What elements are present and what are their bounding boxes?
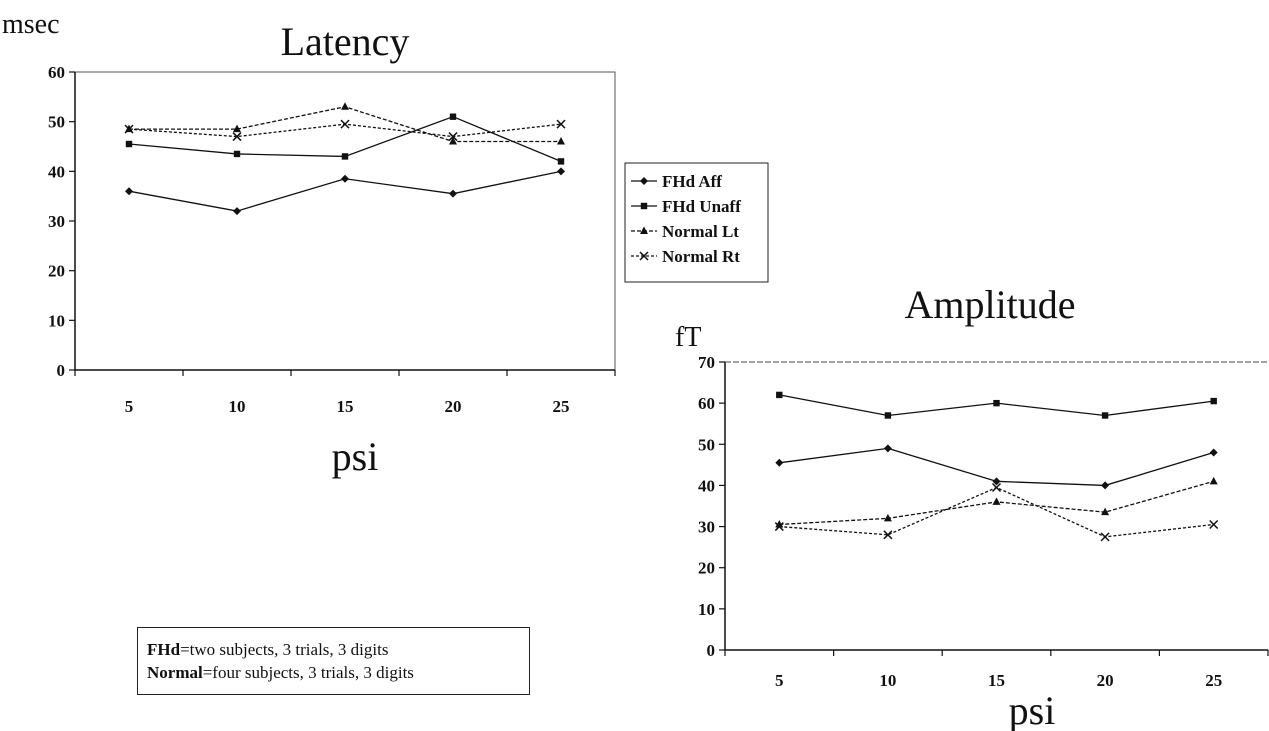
- latency-data-point: [342, 153, 348, 159]
- amplitude-data-point: [993, 497, 1001, 505]
- latency-data-point: [233, 207, 241, 215]
- note-line-1: FHd=two subjects, 3 trials, 3 digits: [147, 638, 529, 661]
- amplitude-data-point: [775, 459, 783, 467]
- latency-ytick-label: 20: [48, 262, 65, 281]
- amplitude-ylabel: fT: [675, 322, 701, 353]
- amplitude-xtick-label: 15: [988, 671, 1005, 690]
- amplitude-ytick-label: 40: [698, 476, 715, 495]
- latency-data-point: [557, 137, 565, 145]
- latency-ylabel: msec: [2, 9, 60, 40]
- latency-data-point: [341, 175, 349, 183]
- latency-xlabel: psi: [332, 434, 379, 479]
- amplitude-data-point: [1210, 521, 1218, 529]
- latency-data-point: [558, 158, 564, 164]
- latency-ytick-label: 60: [48, 63, 65, 82]
- amplitude-ytick-label: 10: [698, 600, 715, 619]
- amplitude-data-point: [776, 392, 782, 398]
- latency-data-point: [449, 190, 457, 198]
- amplitude-data-point: [993, 400, 999, 406]
- amplitude-xtick-label: 25: [1205, 671, 1222, 690]
- latency-data-point: [450, 114, 456, 120]
- amplitude-ytick-label: 30: [698, 518, 715, 537]
- latency-ytick-label: 50: [48, 113, 65, 132]
- latency-title: Latency: [281, 19, 410, 64]
- amplitude-chart: Amplitude fT psi 0 10 20 30 40 50 60 70 5 10 15 20 2…: [675, 282, 1268, 731]
- amplitude-data-point: [884, 444, 892, 452]
- amplitude-data-point: [885, 412, 891, 418]
- legend: FHd Aff FHd Unaff Normal Lt Normal Rt: [625, 163, 768, 282]
- latency-ytick-label: 40: [48, 162, 65, 181]
- latency-data-point: [234, 151, 240, 157]
- legend-label: FHd Unaff: [662, 197, 741, 216]
- latency-data-point: [126, 141, 132, 147]
- note-line-2: Normal=four subjects, 3 trials, 3 digits: [147, 661, 529, 684]
- latency-data-point: [341, 102, 349, 110]
- legend-label: FHd Aff: [662, 172, 722, 191]
- amplitude-ytick-label: 20: [698, 559, 715, 578]
- amplitude-series-line-4: [779, 487, 1213, 536]
- latency-data-point: [341, 120, 349, 128]
- amplitude-data-point: [1210, 449, 1218, 457]
- legend-label: Normal Rt: [662, 247, 740, 266]
- latency-data-point: [557, 167, 565, 175]
- amplitude-ytick-label: 70: [698, 353, 715, 372]
- latency-xtick-label: 5: [125, 397, 134, 416]
- latency-ytick-label: 30: [48, 212, 65, 231]
- amplitude-data-point: [1101, 533, 1109, 541]
- amplitude-xlabel: psi: [1009, 688, 1056, 731]
- latency-chart: msec Latency psi 0 10 20 30 40 50 60 5 10 15 20 25: [2, 9, 615, 479]
- amplitude-xtick-label: 20: [1097, 671, 1114, 690]
- amplitude-ytick-label: 60: [698, 394, 715, 413]
- amplitude-xtick-label: 10: [879, 671, 896, 690]
- latency-xtick-label: 25: [553, 397, 570, 416]
- latency-xtick-label: 20: [445, 397, 462, 416]
- legend-marker: [641, 203, 647, 209]
- latency-xtick-label: 15: [337, 397, 354, 416]
- amplitude-data-point: [1102, 412, 1108, 418]
- amplitude-ytick-label: 50: [698, 435, 715, 454]
- amplitude-title: Amplitude: [904, 282, 1075, 327]
- amplitude-xtick-label: 5: [775, 671, 784, 690]
- latency-data-point: [125, 187, 133, 195]
- subjects-note: FHd=two subjects, 3 trials, 3 digits Nor…: [137, 627, 530, 695]
- amplitude-data-point: [1211, 398, 1217, 404]
- latency-plot-frame: [75, 72, 615, 370]
- latency-data-point: [449, 137, 457, 145]
- latency-xtick-label: 10: [229, 397, 246, 416]
- latency-ytick-label: 0: [57, 361, 66, 380]
- legend-label: Normal Lt: [662, 222, 739, 241]
- amplitude-data-point: [1210, 477, 1218, 485]
- amplitude-data-point: [1101, 481, 1109, 489]
- latency-ytick-label: 10: [48, 311, 65, 330]
- amplitude-ytick-label: 0: [707, 641, 716, 660]
